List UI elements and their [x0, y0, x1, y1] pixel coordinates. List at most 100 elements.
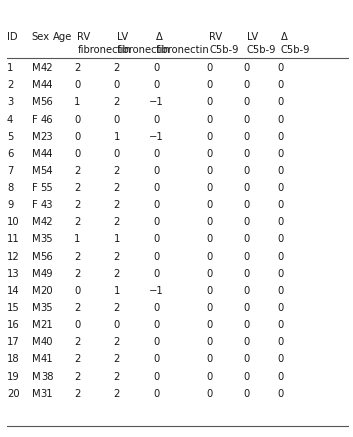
Text: 0: 0 — [244, 286, 250, 296]
Text: 16: 16 — [7, 320, 20, 330]
Text: 0: 0 — [244, 303, 250, 313]
Text: 44: 44 — [41, 149, 53, 159]
Text: M: M — [32, 166, 40, 176]
Text: 0: 0 — [206, 97, 212, 108]
Text: 1: 1 — [113, 132, 120, 142]
Text: M: M — [32, 149, 40, 159]
Text: C5b-9: C5b-9 — [247, 45, 276, 55]
Text: 17: 17 — [7, 337, 20, 347]
Text: 15: 15 — [7, 303, 20, 313]
Text: 2: 2 — [113, 354, 120, 364]
Text: M: M — [32, 286, 40, 296]
Text: 1: 1 — [74, 97, 80, 108]
Text: 7: 7 — [7, 166, 13, 176]
Text: 0: 0 — [244, 388, 250, 399]
Text: 0: 0 — [114, 320, 120, 330]
Text: 0: 0 — [278, 303, 284, 313]
Text: M: M — [32, 371, 40, 382]
Text: 20: 20 — [41, 286, 53, 296]
Text: 0: 0 — [244, 80, 250, 90]
Text: 0: 0 — [153, 183, 159, 193]
Text: 2: 2 — [74, 388, 80, 399]
Text: 0: 0 — [244, 166, 250, 176]
Text: 49: 49 — [41, 269, 53, 279]
Text: 0: 0 — [278, 354, 284, 364]
Text: 0: 0 — [278, 114, 284, 125]
Text: 3: 3 — [7, 97, 13, 108]
Text: 1: 1 — [74, 235, 80, 244]
Text: 5: 5 — [7, 132, 13, 142]
Text: 0: 0 — [74, 320, 80, 330]
Text: 56: 56 — [41, 252, 53, 262]
Text: 31: 31 — [41, 388, 53, 399]
Text: 2: 2 — [113, 97, 120, 108]
Text: 0: 0 — [74, 132, 80, 142]
Text: 2: 2 — [113, 166, 120, 176]
Text: LV: LV — [116, 32, 128, 42]
Text: 0: 0 — [278, 166, 284, 176]
Text: 0: 0 — [153, 388, 159, 399]
Text: ID: ID — [7, 32, 18, 42]
Text: 0: 0 — [206, 388, 212, 399]
Text: 0: 0 — [206, 354, 212, 364]
Text: 0: 0 — [206, 235, 212, 244]
Text: LV: LV — [247, 32, 258, 42]
Text: C5b-9: C5b-9 — [281, 45, 311, 55]
Text: 6: 6 — [7, 149, 13, 159]
Text: 2: 2 — [74, 200, 80, 210]
Text: −1: −1 — [149, 286, 163, 296]
Text: M: M — [32, 235, 40, 244]
Text: 0: 0 — [206, 80, 212, 90]
Text: 40: 40 — [41, 337, 53, 347]
Text: 0: 0 — [278, 371, 284, 382]
Text: 0: 0 — [206, 269, 212, 279]
Text: 12: 12 — [7, 252, 20, 262]
Text: fibronectin: fibronectin — [156, 45, 210, 55]
Text: 0: 0 — [278, 388, 284, 399]
Text: 10: 10 — [7, 217, 20, 227]
Text: 0: 0 — [114, 149, 120, 159]
Text: 0: 0 — [244, 354, 250, 364]
Text: 0: 0 — [74, 80, 80, 90]
Text: 2: 2 — [113, 388, 120, 399]
Text: 2: 2 — [74, 63, 80, 73]
Text: 41: 41 — [41, 354, 53, 364]
Text: F: F — [32, 200, 37, 210]
Text: 38: 38 — [41, 371, 53, 382]
Text: 0: 0 — [244, 183, 250, 193]
Text: 2: 2 — [74, 269, 80, 279]
Text: 0: 0 — [278, 252, 284, 262]
Text: 54: 54 — [41, 166, 53, 176]
Text: 0: 0 — [244, 114, 250, 125]
Text: 0: 0 — [153, 252, 159, 262]
Text: 2: 2 — [113, 200, 120, 210]
Text: 19: 19 — [7, 371, 20, 382]
Text: 0: 0 — [244, 97, 250, 108]
Text: 0: 0 — [244, 63, 250, 73]
Text: 42: 42 — [41, 217, 53, 227]
Text: M: M — [32, 388, 40, 399]
Text: 0: 0 — [114, 80, 120, 90]
Text: 2: 2 — [113, 217, 120, 227]
Text: 21: 21 — [41, 320, 53, 330]
Text: 20: 20 — [7, 388, 20, 399]
Text: 0: 0 — [244, 217, 250, 227]
Text: 0: 0 — [153, 337, 159, 347]
Text: 0: 0 — [206, 286, 212, 296]
Text: 1: 1 — [7, 63, 13, 73]
Text: M: M — [32, 337, 40, 347]
Text: 0: 0 — [206, 371, 212, 382]
Text: 2: 2 — [113, 337, 120, 347]
Text: 0: 0 — [153, 371, 159, 382]
Text: M: M — [32, 269, 40, 279]
Text: 0: 0 — [153, 149, 159, 159]
Text: 46: 46 — [41, 114, 53, 125]
Text: 0: 0 — [206, 132, 212, 142]
Text: 2: 2 — [113, 252, 120, 262]
Text: 0: 0 — [278, 320, 284, 330]
Text: M: M — [32, 80, 40, 90]
Text: 0: 0 — [153, 114, 159, 125]
Text: 0: 0 — [278, 235, 284, 244]
Text: 43: 43 — [41, 200, 53, 210]
Text: 2: 2 — [113, 63, 120, 73]
